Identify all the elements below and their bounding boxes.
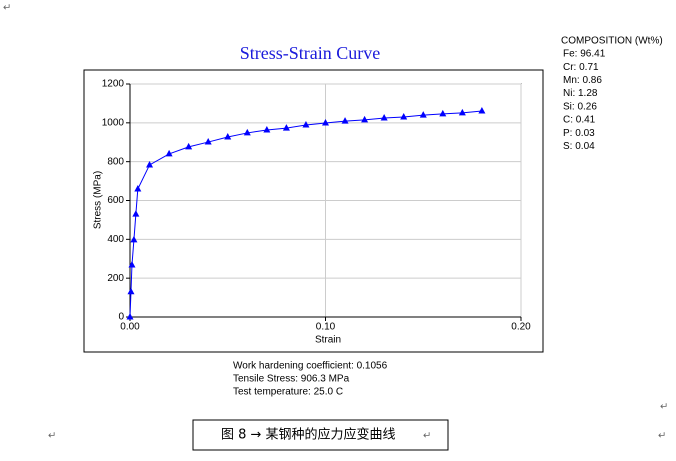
data-point — [458, 108, 466, 116]
paragraph-mark: ↵ — [423, 431, 431, 442]
note: Tensile Stress: 906.3 MPa — [233, 374, 350, 385]
data-point — [127, 287, 135, 295]
data-point — [134, 185, 142, 192]
y-tick-label: 200 — [107, 273, 124, 284]
data-point — [419, 111, 427, 118]
x-tick-label: 0.20 — [511, 322, 531, 333]
data-point — [243, 128, 251, 136]
chart-title: Stress-Strain Curve — [240, 43, 380, 63]
y-tick-label: 1000 — [102, 117, 125, 128]
data-point — [478, 106, 486, 114]
note: Test temperature: 25.0 C — [233, 387, 343, 398]
data-point — [126, 313, 134, 320]
composition-title: COMPOSITION (Wt%) — [561, 36, 663, 47]
composition-item: Fe: 96.41 — [563, 49, 606, 60]
y-tick-label: 800 — [107, 156, 124, 167]
data-point — [204, 138, 212, 145]
data-point — [282, 124, 290, 131]
y-tick-label: 1200 — [102, 79, 125, 90]
data-point — [165, 149, 173, 157]
data-point — [130, 235, 138, 243]
data-point — [341, 117, 349, 124]
composition-item: S: 0.04 — [563, 141, 595, 152]
x-tick-label: 0.10 — [316, 322, 336, 333]
composition-item: Si: 0.26 — [563, 101, 597, 112]
data-point — [185, 142, 193, 150]
data-point — [439, 109, 447, 117]
composition-item: P: 0.03 — [563, 128, 595, 139]
caption: 图 8 → 某钢种的应力应变曲线 — [221, 427, 396, 443]
y-tick-label: 400 — [107, 234, 124, 245]
data-point — [146, 160, 154, 168]
y-tick-label: 600 — [107, 195, 124, 206]
paragraph-mark: ↵ — [48, 431, 56, 442]
data-point — [132, 210, 140, 217]
paragraph-mark: ↵ — [3, 3, 11, 14]
data-point — [302, 120, 310, 128]
caption-box — [192, 419, 449, 451]
series-line — [129, 110, 482, 318]
composition-item: C: 0.41 — [563, 115, 596, 126]
x-axis-label: Strain — [315, 335, 341, 346]
data-point — [263, 126, 271, 133]
paragraph-mark: ↵ — [660, 402, 668, 413]
chart-frame — [83, 69, 544, 353]
data-point — [361, 115, 369, 123]
data-point — [400, 113, 408, 120]
composition-item: Ni: 1.28 — [563, 88, 598, 99]
data-point — [380, 113, 388, 121]
y-tick-label: 0 — [118, 312, 124, 323]
note: Work hardening coefficient: 0.1056 — [233, 361, 388, 372]
y-axis-label: Stress (MPa) — [93, 171, 104, 229]
data-point — [322, 119, 329, 126]
composition-item: Mn: 0.86 — [563, 75, 602, 86]
data-point — [224, 133, 232, 140]
paragraph-mark: ↵ — [658, 431, 666, 442]
composition-item: Cr: 0.71 — [563, 62, 599, 73]
x-tick-label: 0.00 — [120, 322, 140, 333]
data-point — [128, 260, 136, 268]
